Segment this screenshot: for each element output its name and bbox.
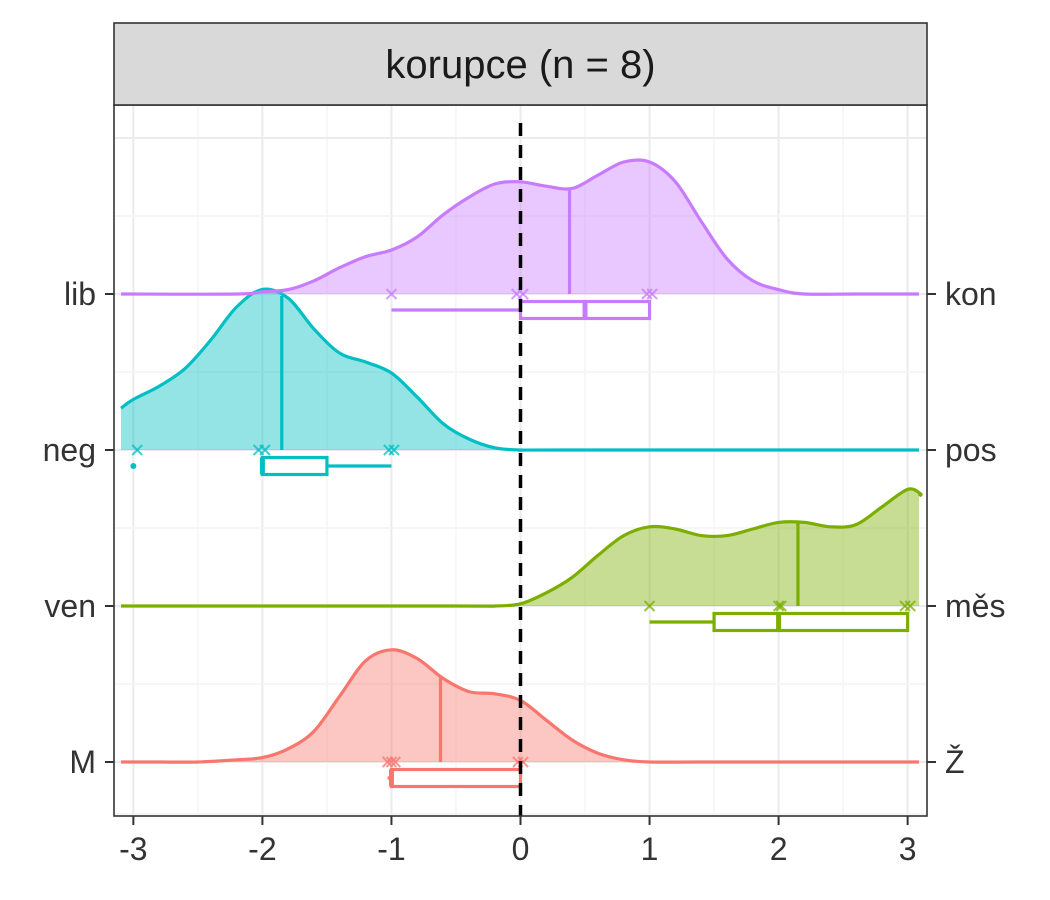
y-tick-label-right: kon xyxy=(945,276,997,312)
data-point-lib xyxy=(646,288,658,300)
point-layer xyxy=(131,288,916,768)
density-fill-ven xyxy=(121,488,922,607)
x-tick-label: 1 xyxy=(641,831,659,867)
data-point-neg xyxy=(131,444,143,456)
data-point-lib xyxy=(517,288,529,300)
data-point-lib xyxy=(641,288,653,300)
data-point-M xyxy=(389,756,402,768)
boxplot-layer xyxy=(130,299,910,789)
density-curve-M xyxy=(121,648,919,764)
density-fill-neg xyxy=(121,289,919,451)
box-outlier-neg xyxy=(130,463,137,469)
x-tick-label: -3 xyxy=(119,831,147,867)
x-tick-label: -1 xyxy=(377,831,405,867)
box-body-neg xyxy=(260,455,329,477)
facet-strip-background xyxy=(113,22,928,106)
data-point-neg xyxy=(388,444,400,456)
density-curve-neg xyxy=(120,287,919,452)
x-tick-label: 2 xyxy=(770,831,788,867)
box-body-M xyxy=(389,767,523,789)
density-curve-lib xyxy=(120,158,919,296)
data-point-neg xyxy=(259,444,271,456)
y-tick-label-right: pos xyxy=(945,432,997,468)
data-point-ven xyxy=(904,600,916,612)
data-point-ven xyxy=(775,600,787,612)
x-tick-label: 3 xyxy=(899,831,917,867)
y-tick-label-left: ven xyxy=(44,588,96,624)
density-fill-lib xyxy=(121,159,919,295)
data-point-ven xyxy=(643,600,656,612)
x-tick-label: -2 xyxy=(248,831,276,867)
density-curve-ven xyxy=(121,487,923,608)
data-point-ven xyxy=(772,600,785,612)
y-tick-label-right: Ž xyxy=(945,744,965,780)
y-tick-label-left: lib xyxy=(64,276,96,312)
data-point-ven xyxy=(899,600,911,612)
data-point-lib xyxy=(385,288,398,300)
box-body-ven xyxy=(712,611,910,633)
x-tick-label: 0 xyxy=(512,831,530,867)
y-tick-label-left: neg xyxy=(43,432,96,468)
data-point-neg xyxy=(383,444,395,456)
y-tick-label-left: M xyxy=(69,744,96,780)
facet-strip-title: korupce (n = 8) xyxy=(385,43,655,87)
y-tick-label-right: měs xyxy=(945,588,1005,624)
data-point-M xyxy=(385,756,398,768)
facet-strip: korupce (n = 8) xyxy=(113,22,928,106)
